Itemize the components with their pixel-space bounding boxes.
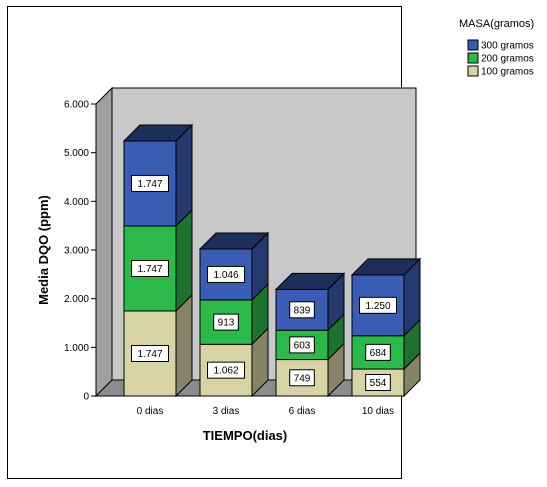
data-label-box [289,336,315,354]
x-tick-label: 10 dias [362,406,394,417]
legend-swatch [467,65,479,77]
bar-side [175,293,193,398]
legend-label: 100 gramos [481,67,534,78]
data-label: 1.747 [137,179,162,190]
y-tick-label: 4.000 [64,197,89,208]
y-tick-label: 6.000 [64,100,89,111]
bar-top [350,258,422,276]
side-wall [95,86,113,398]
data-label-box [365,374,391,392]
y-tick-label: 5.000 [64,148,89,159]
bar-side [175,208,193,313]
y-tick-label: 2.000 [64,294,89,305]
x-axis-title: TIEMPO(dias) [203,428,288,443]
bar-top [274,272,346,290]
y-axis-title: Media DQO (ppm) [36,195,51,305]
data-label: 749 [294,373,311,384]
x-tick-label: 6 dias [289,406,316,417]
data-label: 1.062 [213,366,238,377]
legend-label: 200 gramos [481,54,534,65]
data-label: 684 [370,348,387,359]
data-label-box [289,369,315,387]
data-label-box [131,344,169,362]
data-label-box [289,301,315,319]
data-label-box [365,343,391,361]
legend-swatch [467,52,479,64]
data-label-box [207,265,245,283]
data-label-box [131,259,169,277]
data-label: 1.747 [137,349,162,360]
x-tick-label: 0 dias [137,406,164,417]
legend-swatch [467,39,479,51]
data-label: 913 [218,318,235,329]
bar-top [122,124,194,142]
y-tick-label: 0 [83,392,89,403]
legend-label: 300 gramos [481,41,534,52]
data-label: 554 [370,378,387,389]
bar-side [175,123,193,228]
data-label: 1.250 [365,301,390,312]
data-label-box [213,313,239,331]
legend-title: MASA(gramos) [459,18,534,30]
data-label-box [359,296,397,314]
data-label: 1.747 [137,264,162,275]
data-label-box [131,174,169,192]
data-label: 839 [294,305,311,316]
data-label-box [207,361,245,379]
x-tick-label: 3 dias [213,406,240,417]
y-tick-label: 3.000 [64,246,89,257]
data-label: 1.046 [213,270,238,281]
data-label: 603 [294,340,311,351]
y-tick-label: 1.000 [64,343,89,354]
bar-top [198,232,270,250]
